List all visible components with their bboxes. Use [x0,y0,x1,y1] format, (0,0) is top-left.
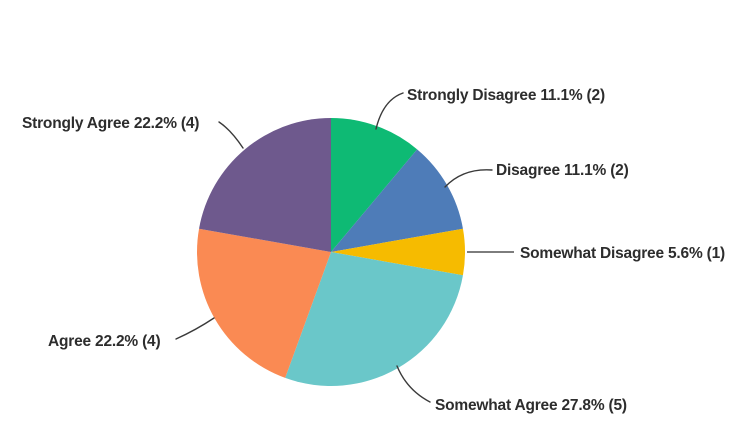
pie-slice-somewhat-agree [285,252,463,386]
pie-slice-strongly-disagree [331,118,418,252]
pie-slice-somewhat-disagree [331,228,465,276]
leader-line-disagree [444,169,493,188]
slice-label-strongly-disagree: Strongly Disagree 11.1% (2) [407,87,605,104]
leader-line-agree [175,317,215,340]
pie-slice-agree [197,228,331,378]
pie-slice-disagree [331,149,463,252]
slice-label-somewhat-agree: Somewhat Agree 27.8% (5) [435,397,627,414]
slice-label-somewhat-disagree: Somewhat Disagree 5.6% (1) [520,245,725,262]
slice-label-disagree: Disagree 11.1% (2) [496,162,629,179]
leader-line-strongly-disagree [375,92,404,130]
pie-slices-group [197,118,465,386]
slice-label-strongly-agree: Strongly Agree 22.2% (4) [22,115,200,132]
slice-label-agree: Agree 22.2% (4) [48,333,161,350]
pie-slice-strongly-agree [199,118,331,252]
leader-line-strongly-agree [218,121,244,149]
leader-line-somewhat-agree [396,365,431,403]
